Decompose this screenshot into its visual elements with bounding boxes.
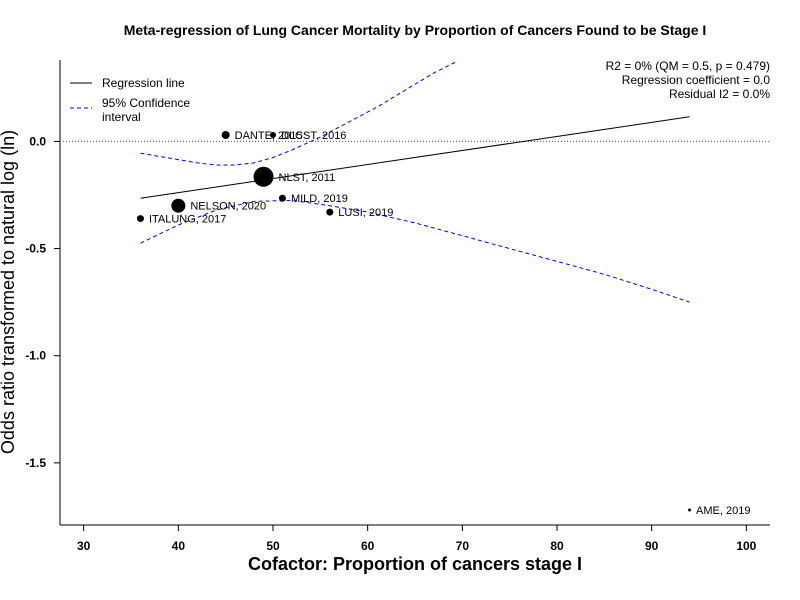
stats-coefficient: Regression coefficient = 0.0 (622, 73, 771, 87)
stats-r2: R2 = 0% (QM = 0.5, p = 0.479) (606, 59, 770, 73)
legend-ci-label: 95% Confidence (102, 96, 190, 110)
stats-residual: Residual I2 = 0.0% (669, 87, 770, 101)
y-tick-label: -0.5 (25, 242, 46, 256)
stats-annotation: R2 = 0% (QM = 0.5, p = 0.479) Regression… (606, 59, 771, 101)
x-tick-label: 30 (77, 539, 91, 553)
x-tick-label: 60 (361, 539, 375, 553)
x-tick-label: 100 (736, 539, 756, 553)
study-label: DANTE, 2015 (235, 130, 303, 142)
x-tick-label: 80 (550, 539, 564, 553)
study-point (136, 215, 144, 223)
y-tick-label: 0.0 (29, 134, 46, 148)
study-label: MILD, 2019 (291, 193, 348, 205)
y-tick-label: -1.5 (25, 456, 46, 470)
study-label: AME, 2019 (696, 505, 750, 517)
study-point (253, 166, 274, 187)
x-tick-label: 40 (172, 539, 186, 553)
study-label: LUSI, 2019 (338, 207, 393, 219)
x-axis-label: Cofactor: Proportion of cancers stage I (248, 554, 582, 574)
x-tick-label: 50 (266, 539, 280, 553)
study-point (326, 208, 334, 216)
plot-area: 30 40 50 60 70 80 90 100 0.0 -0.5 -1.0 -1.5 DANTE, 2… (25, 60, 770, 553)
x-tick-label: 70 (456, 539, 470, 553)
x-tick-label: 90 (645, 539, 659, 553)
legend-regression-label: Regression line (102, 76, 185, 90)
legend-ci-label-line2: interval (102, 110, 141, 124)
y-axis-label: Odds ratio transformed to natural log (l… (0, 130, 18, 454)
study-label: DLCST, 2016 (281, 130, 346, 142)
study-label: NELSON, 2020 (190, 201, 266, 213)
y-tick-label: -1.0 (25, 349, 46, 363)
ci-lower-curve (140, 199, 690, 303)
study-point (278, 194, 286, 202)
study-label: NLST, 2011 (279, 172, 336, 184)
regression-line (140, 116, 690, 199)
ci-upper-curve (140, 60, 458, 166)
legend: Regression line 95% Confidence interval (70, 76, 190, 124)
study-point (270, 132, 276, 138)
study-label: ITALUNG, 2017 (149, 214, 226, 226)
chart-title: Meta-regression of Lung Cancer Mortality… (124, 22, 707, 38)
study-point (221, 131, 230, 139)
study-point (688, 508, 692, 512)
study-point (171, 198, 186, 213)
